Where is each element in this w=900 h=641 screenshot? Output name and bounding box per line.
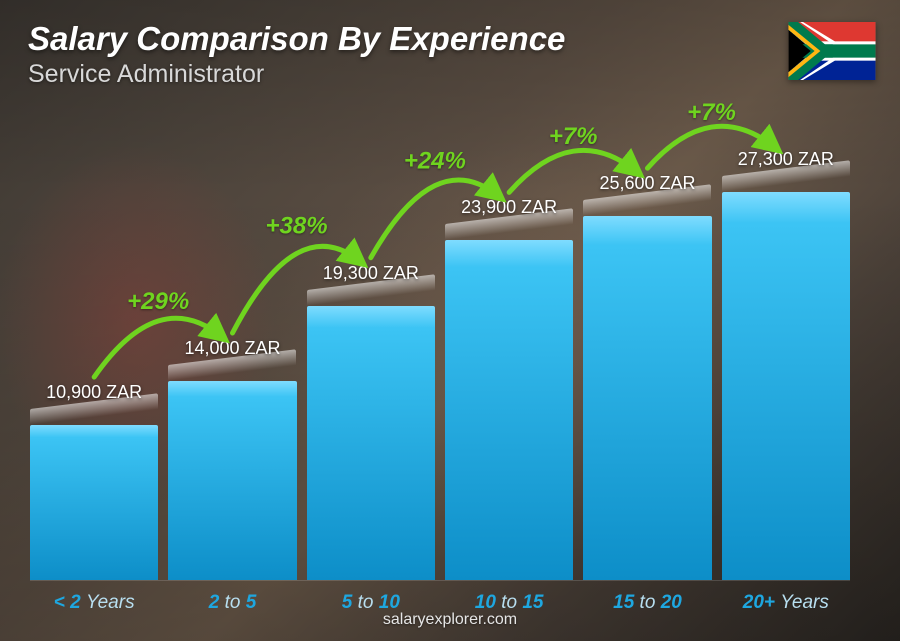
header: Salary Comparison By Experience Service … (28, 20, 565, 89)
bar-wrap: 14,000 ZAR2 to 5 (168, 120, 296, 580)
bar-value-label: 25,600 ZAR (599, 173, 695, 194)
bar-wrap: 25,600 ZAR15 to 20 (583, 120, 711, 580)
bar (307, 306, 435, 580)
bar-value-label: 27,300 ZAR (738, 149, 834, 170)
bar (445, 240, 573, 580)
bar-value-label: 19,300 ZAR (323, 263, 419, 284)
bar (722, 192, 850, 580)
chart-container: Salary Comparison By Experience Service … (0, 0, 900, 641)
bar (30, 425, 158, 580)
bar (583, 216, 711, 580)
bar-value-label: 23,900 ZAR (461, 197, 557, 218)
footer-attribution: salaryexplorer.com (0, 611, 900, 629)
bar-wrap: 23,900 ZAR10 to 15 (445, 120, 573, 580)
bar-wrap: 10,900 ZAR< 2 Years (30, 120, 158, 580)
bar (168, 381, 296, 580)
bar-wrap: 19,300 ZAR5 to 10 (307, 120, 435, 580)
south-africa-flag-icon (788, 22, 876, 80)
page-subtitle: Service Administrator (28, 60, 565, 89)
page-title: Salary Comparison By Experience (28, 20, 565, 58)
bar-chart: 10,900 ZAR< 2 Years14,000 ZAR2 to 519,30… (30, 120, 850, 581)
bar-value-label: 10,900 ZAR (46, 382, 142, 403)
bar-wrap: 27,300 ZAR20+ Years (722, 120, 850, 580)
bar-value-label: 14,000 ZAR (184, 338, 280, 359)
